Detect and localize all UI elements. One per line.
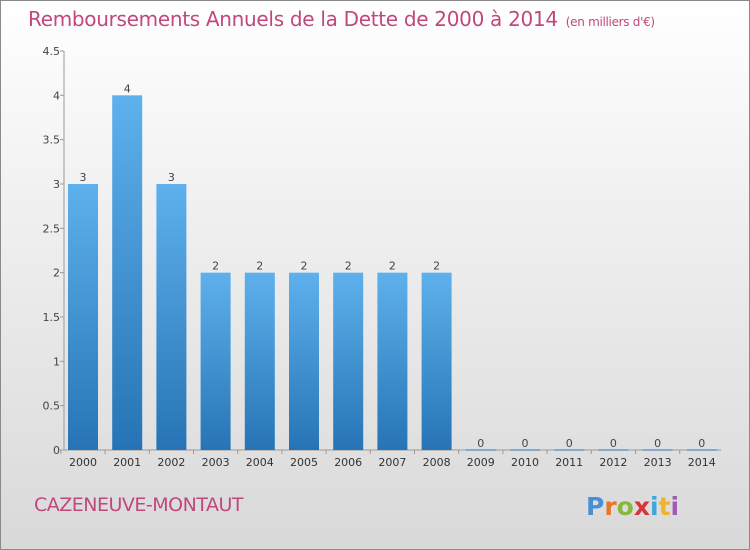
y-tick-label: 3.5: [43, 134, 61, 147]
x-tick-label-2010: 2010: [511, 456, 539, 469]
title-text: Remboursements Annuels de la Dette de 20…: [28, 7, 558, 31]
bar-2002: [156, 184, 187, 450]
x-tick-label-2012: 2012: [599, 456, 627, 469]
x-tick-label-2014: 2014: [688, 456, 716, 469]
y-tick-label: 1.5: [43, 311, 61, 324]
bar-2006: [333, 272, 364, 450]
y-tick-label: 3: [53, 178, 60, 191]
x-tick-label-2006: 2006: [334, 456, 362, 469]
y-tick-label: 0.5: [43, 400, 61, 413]
y-tick-label: 1: [53, 355, 60, 368]
bar-2001: [112, 95, 143, 450]
data-label-2001: 4: [124, 82, 131, 95]
bar-2007: [377, 272, 408, 450]
data-label-2014: 0: [698, 437, 705, 450]
commune-name: CAZENEUVE-MONTAUT: [34, 494, 243, 516]
bar-2005: [289, 272, 319, 450]
data-label-2000: 3: [80, 171, 87, 184]
y-tick-label: 2.5: [43, 222, 61, 235]
data-label-2004: 2: [256, 260, 263, 273]
x-tick-label-2003: 2003: [202, 456, 230, 469]
data-label-2012: 0: [610, 437, 617, 450]
x-tick-label-2013: 2013: [644, 456, 672, 469]
x-tick-label-2000: 2000: [69, 456, 97, 469]
x-tick-label-2001: 2001: [113, 456, 141, 469]
bar-2008: [421, 272, 452, 450]
y-tick-label: 4: [53, 89, 60, 102]
x-tick-label-2008: 2008: [423, 456, 451, 469]
bar-2003: [200, 272, 231, 450]
data-label-2006: 2: [345, 260, 352, 273]
bar-2000: [68, 184, 98, 450]
x-tick-label-2002: 2002: [157, 456, 185, 469]
y-tick-label: 0: [53, 444, 60, 457]
data-label-2013: 0: [654, 437, 661, 450]
y-tick-label: 2: [53, 267, 60, 280]
data-label-2007: 2: [389, 260, 396, 273]
x-tick-label-2005: 2005: [290, 456, 318, 469]
x-tick-label-2011: 2011: [555, 456, 583, 469]
x-tick-label-2004: 2004: [246, 456, 274, 469]
x-tick-label-2009: 2009: [467, 456, 495, 469]
unit-label: (en milliers d'€): [565, 15, 655, 29]
data-label-2010: 0: [522, 437, 529, 450]
data-label-2008: 2: [433, 260, 440, 273]
data-label-2011: 0: [566, 437, 573, 450]
data-label-2002: 3: [168, 171, 175, 184]
proxiti-logo: Proxiti: [586, 492, 680, 521]
data-label-2005: 2: [301, 260, 308, 273]
y-tick-label: 4.5: [43, 45, 61, 58]
bar-2004: [244, 272, 275, 450]
data-label-2003: 2: [212, 260, 219, 273]
chart-title: Remboursements Annuels de la Dette de 20…: [28, 7, 655, 31]
x-tick-label-2007: 2007: [378, 456, 406, 469]
data-label-2009: 0: [477, 437, 484, 450]
